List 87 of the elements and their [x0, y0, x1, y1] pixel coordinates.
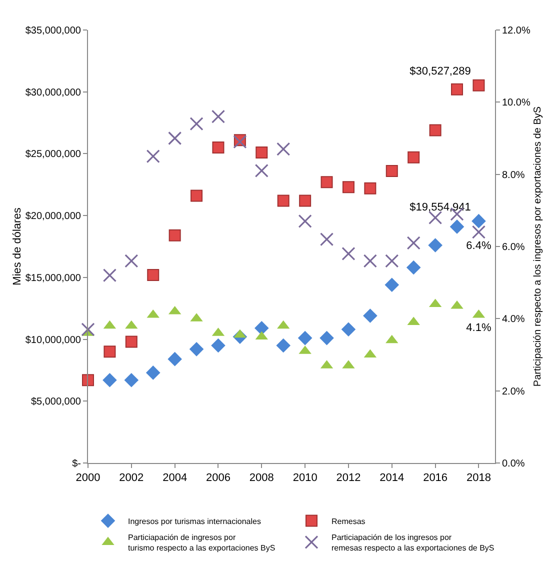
y-tick-label: $35,000,000 — [25, 26, 82, 36]
point — [385, 254, 399, 268]
y2-axis-title: Participación respecto a los ingresos por exportaciones de ByS — [532, 106, 544, 387]
data-label: $19,554,941 — [410, 201, 471, 214]
x-tick-label: 2018 — [466, 472, 491, 484]
x-tick-label: 2014 — [380, 472, 404, 484]
x-tick-label: 2002 — [119, 472, 144, 484]
x-tick-label: 2010 — [292, 472, 318, 484]
data-label: 6.4% — [466, 240, 492, 252]
y2-tick-label: 6.0% — [502, 242, 525, 253]
point — [168, 229, 181, 242]
x-tick-label: 2004 — [162, 472, 188, 484]
point — [363, 254, 377, 268]
point — [81, 322, 95, 336]
point — [320, 232, 334, 246]
point — [124, 372, 139, 388]
point — [124, 254, 138, 268]
y2-tick-label: 0.0% — [502, 458, 525, 470]
x-tick-label: 2016 — [423, 472, 448, 484]
legend-label: Ingresos por turismas internacionales — [128, 516, 261, 526]
point — [342, 246, 356, 261]
point — [298, 214, 312, 228]
point — [276, 142, 290, 156]
point — [212, 142, 224, 154]
point — [364, 182, 376, 194]
point — [384, 278, 400, 292]
y-tick-label: $25,000,000 — [25, 149, 82, 160]
y2-tick-label: 4.0% — [502, 314, 525, 326]
point — [254, 321, 269, 336]
point — [190, 190, 203, 202]
point — [429, 124, 442, 136]
point — [168, 131, 182, 146]
x-tick-label: 2006 — [206, 472, 230, 484]
point — [408, 151, 420, 164]
y-tick-label: $30,000,000 — [25, 87, 82, 98]
point — [428, 238, 442, 252]
point — [189, 342, 204, 356]
point — [82, 374, 94, 386]
point — [472, 214, 486, 228]
y2-tick-label: 2.0% — [502, 386, 525, 398]
point — [277, 194, 290, 207]
point — [406, 260, 421, 275]
point — [341, 322, 356, 337]
point — [406, 236, 420, 250]
y-tick-label: $15,000,000 — [25, 272, 82, 284]
point — [450, 220, 464, 234]
legend-label: Particiapación de ingresos por turismo respecto a las exportaciones ByS — [128, 533, 276, 553]
y-tick-label: $10,000,000 — [25, 334, 82, 346]
point — [190, 117, 204, 131]
y-tick-label: $- — [72, 458, 81, 470]
point — [299, 194, 312, 207]
y-tick-label: $5,000,000 — [30, 396, 82, 408]
point — [472, 225, 486, 239]
point — [256, 146, 268, 158]
point — [168, 352, 182, 366]
point — [102, 372, 117, 388]
point — [147, 268, 160, 281]
x-tick-label: 2008 — [249, 472, 274, 484]
point — [342, 181, 354, 194]
legend-label: Particiapación de los ingresos por remesas respecto a las exportaciones de ByS — [332, 533, 494, 553]
y2-tick-label: 10.0% — [502, 98, 530, 109]
point — [104, 346, 116, 358]
data-label: 4.1% — [466, 322, 492, 334]
point — [320, 330, 334, 346]
y-tick-label: $20,000,000 — [25, 211, 82, 222]
y2-tick-label: 12.0% — [502, 26, 530, 36]
point — [125, 336, 138, 348]
point — [451, 83, 464, 96]
x-tick-label: 2012 — [336, 472, 361, 484]
point — [102, 268, 117, 282]
point — [211, 338, 226, 353]
point — [472, 79, 485, 92]
point — [211, 110, 226, 124]
point — [254, 164, 268, 178]
point — [320, 176, 333, 188]
point — [146, 366, 160, 380]
point — [276, 338, 291, 353]
point — [146, 149, 160, 164]
data-label: $30,527,289 — [410, 66, 471, 78]
point — [298, 330, 312, 346]
point — [363, 308, 378, 323]
y2-tick-label: 8.0% — [502, 170, 525, 181]
point — [386, 165, 398, 178]
y-axis-title: Mies de dólares — [11, 207, 24, 286]
point — [233, 135, 247, 149]
x-tick-label: 2000 — [76, 472, 100, 484]
legend-label: Remesas — [332, 516, 366, 526]
